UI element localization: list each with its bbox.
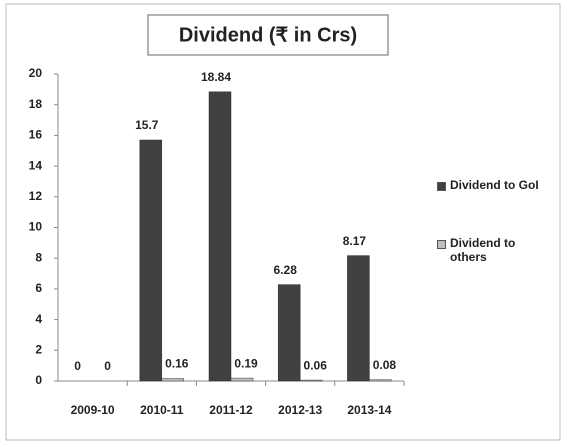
y-tick-label: 2 [35, 342, 42, 356]
value-label: 0.08 [373, 358, 397, 372]
x-tick-label: 2012-13 [278, 403, 322, 417]
y-tick-label: 20 [29, 66, 43, 80]
chart-border [5, 3, 561, 441]
legend-label: Dividend to others [450, 236, 516, 264]
value-label: 0 [74, 359, 81, 373]
bar [230, 377, 254, 382]
x-tick-label: 2011-12 [209, 403, 253, 417]
value-label: 0.19 [234, 356, 258, 370]
legend-item: Dividend to others [437, 236, 549, 264]
y-tick-label: 18 [29, 97, 43, 111]
legend-label: Dividend to GoI [450, 178, 539, 192]
y-tick-label: 4 [35, 312, 42, 326]
y-tick-label: 8 [35, 250, 42, 264]
value-label: 0 [104, 359, 111, 373]
y-tick-label: 16 [29, 128, 43, 142]
bar [299, 379, 323, 382]
bar [139, 139, 163, 382]
bar [369, 379, 392, 382]
y-tick-label: 14 [29, 158, 43, 172]
y-tick-label: 10 [29, 220, 43, 234]
x-tick-label: 2010-11 [140, 403, 184, 417]
y-tick-label: 12 [29, 189, 43, 203]
value-label: 6.28 [274, 263, 298, 277]
value-label: 18.84 [201, 70, 231, 84]
value-label: 15.7 [135, 118, 159, 132]
bar [208, 91, 232, 382]
bar [277, 284, 301, 382]
legend-item: Dividend to GoI [437, 178, 549, 192]
legend-swatch [437, 240, 446, 249]
x-tick-label: 2009-10 [71, 403, 115, 417]
value-label: 0.06 [304, 358, 328, 372]
bar [161, 378, 185, 382]
legend-swatch [437, 182, 446, 191]
y-tick-label: 6 [35, 281, 42, 295]
y-tick-label: 0 [35, 373, 42, 387]
chart-title: Dividend (₹ in Crs) [179, 24, 357, 46]
bar [347, 255, 370, 382]
value-label: 0.16 [165, 357, 189, 371]
x-tick-label: 2013-14 [347, 403, 391, 417]
title-box [147, 14, 389, 56]
value-label: 8.17 [343, 234, 367, 248]
